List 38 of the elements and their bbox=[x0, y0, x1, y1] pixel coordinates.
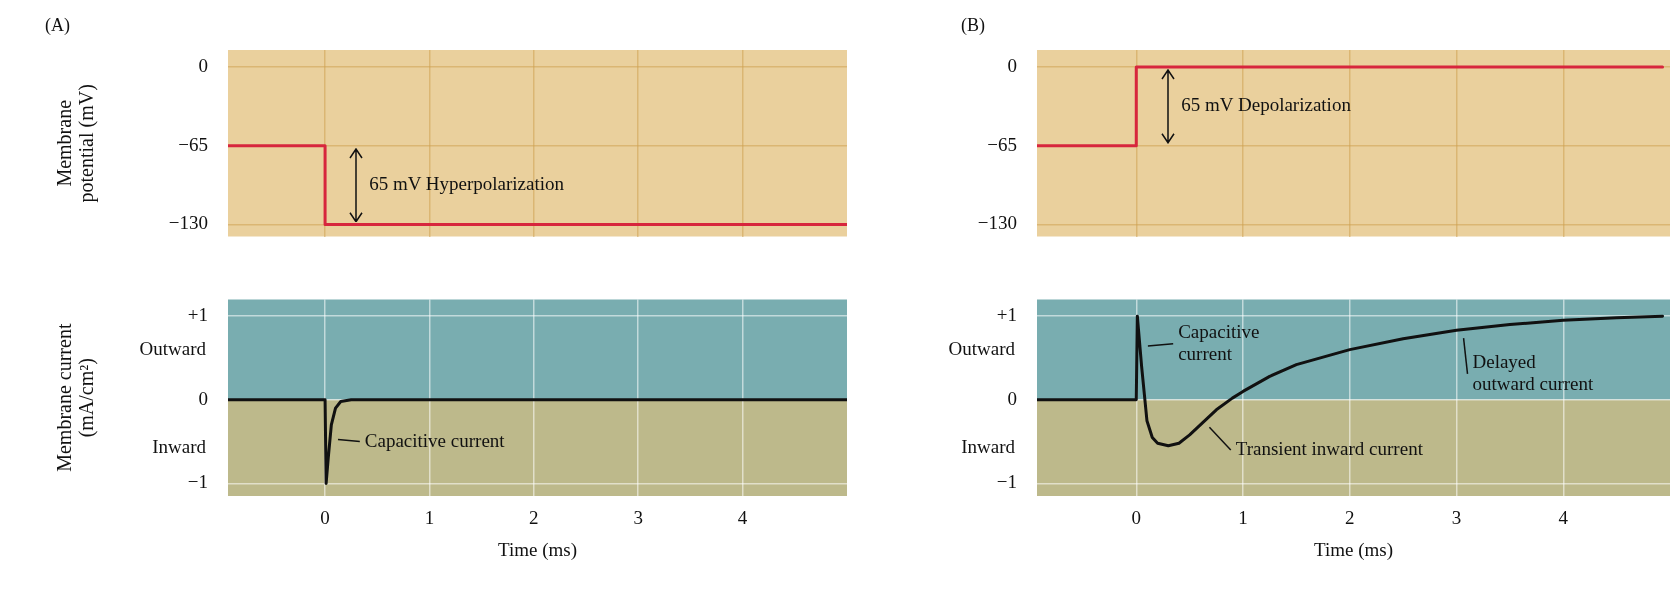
x-tick-label: 1 bbox=[424, 507, 435, 529]
y-tick-label: 0 bbox=[1007, 54, 1017, 76]
y-axis-title: Membrane potential (mV) bbox=[53, 84, 99, 203]
y-tick-label: 0 bbox=[198, 387, 208, 409]
y-tick-label: +1 bbox=[996, 304, 1017, 326]
y-tick-label: −1 bbox=[996, 471, 1017, 493]
annotation: Capacitive current bbox=[1178, 320, 1260, 364]
x-tick-label: 4 bbox=[1558, 507, 1569, 529]
y-tick-label: 0 bbox=[198, 54, 208, 76]
x-tick-label: 2 bbox=[529, 507, 539, 529]
band-label: Outward bbox=[948, 337, 1016, 359]
y-tick-label: −130 bbox=[168, 212, 208, 234]
x-axis-title: Time (ms) bbox=[1313, 538, 1394, 561]
x-tick-label: 0 bbox=[1131, 507, 1142, 529]
y-tick-label: −1 bbox=[187, 471, 208, 493]
y-tick-label: 0 bbox=[1007, 387, 1017, 409]
band-label: Inward bbox=[961, 435, 1016, 457]
x-tick-label: 2 bbox=[1345, 507, 1355, 529]
annotation: Transient inward current bbox=[1235, 437, 1424, 459]
y-tick-label: +1 bbox=[187, 304, 208, 326]
x-axis-title: Time (ms) bbox=[497, 538, 578, 561]
band-label: Inward bbox=[152, 435, 207, 457]
band-label: Outward bbox=[139, 337, 207, 359]
y-tick-label: −65 bbox=[987, 133, 1017, 155]
x-tick-label: 3 bbox=[633, 507, 643, 529]
x-tick-label: 4 bbox=[737, 507, 748, 529]
y-tick-label: −130 bbox=[977, 212, 1017, 234]
annotation: Capacitive current bbox=[364, 429, 506, 451]
annotation: 65 mV Depolarization bbox=[1181, 94, 1352, 116]
x-tick-label: 1 bbox=[1238, 507, 1248, 529]
annotation: 65 mV Hyperpolarization bbox=[369, 173, 565, 195]
y-tick-label: −65 bbox=[178, 133, 208, 155]
x-tick-label: 0 bbox=[320, 507, 330, 529]
y-axis-title: Membrane current (mA/cm²) bbox=[53, 323, 99, 472]
annotation: Delayed outward current bbox=[1472, 350, 1595, 394]
text: (A) bbox=[45, 14, 70, 36]
x-tick-label: 3 bbox=[1451, 507, 1462, 529]
chart-title: (B) bbox=[961, 14, 985, 36]
